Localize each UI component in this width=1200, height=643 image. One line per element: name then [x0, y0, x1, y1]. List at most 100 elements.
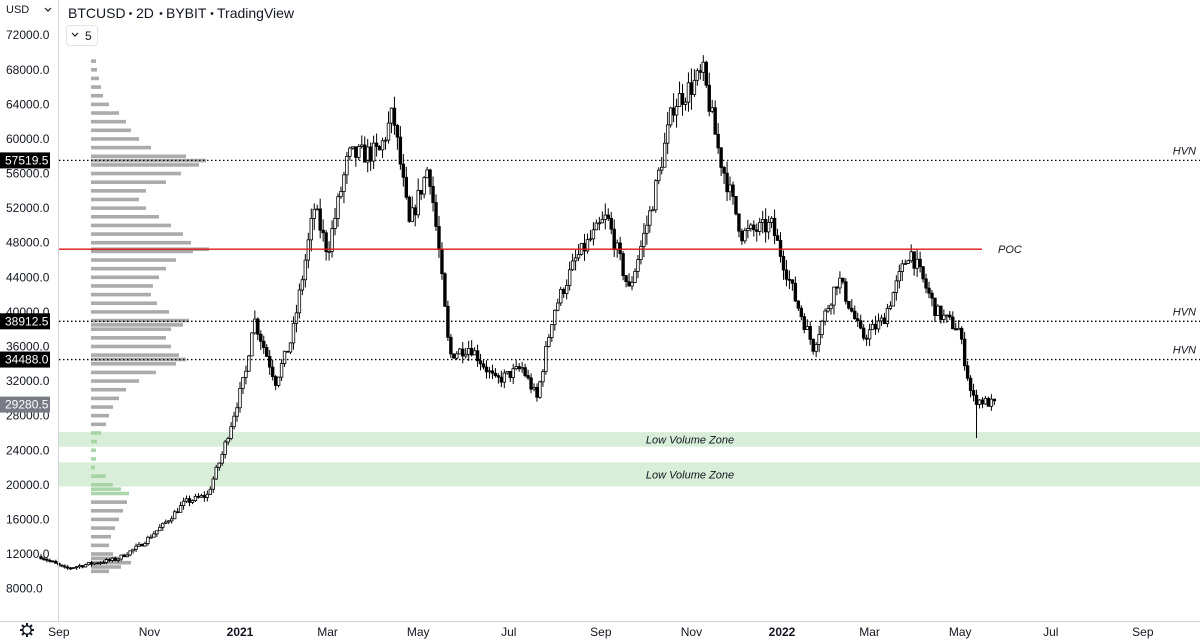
candle[interactable] — [443, 272, 447, 307]
candle[interactable] — [968, 375, 973, 398]
candle[interactable] — [74, 565, 79, 570]
candle[interactable] — [455, 351, 459, 360]
candle[interactable] — [651, 206, 655, 212]
candle[interactable] — [541, 368, 545, 387]
candle[interactable] — [731, 181, 735, 205]
candle[interactable] — [407, 195, 411, 223]
candle[interactable] — [992, 398, 997, 406]
candle[interactable] — [772, 209, 777, 245]
candle[interactable] — [45, 557, 49, 563]
candle[interactable] — [962, 331, 967, 371]
candle[interactable] — [594, 219, 599, 231]
candle[interactable] — [713, 100, 717, 135]
candle[interactable] — [190, 499, 195, 505]
candle[interactable] — [502, 369, 507, 389]
candle[interactable] — [172, 509, 177, 520]
candle[interactable] — [885, 303, 890, 328]
candle[interactable] — [734, 196, 738, 216]
candle[interactable] — [416, 178, 420, 219]
candle[interactable] — [630, 276, 634, 291]
candle[interactable] — [493, 368, 498, 378]
candle[interactable] — [312, 203, 316, 231]
candle[interactable] — [894, 275, 899, 301]
candle[interactable] — [660, 156, 664, 175]
candle[interactable] — [333, 208, 337, 236]
candle[interactable] — [238, 381, 242, 413]
currency-label[interactable]: USD — [6, 4, 29, 16]
candle[interactable] — [674, 98, 679, 128]
candle[interactable] — [205, 490, 210, 502]
candle[interactable] — [259, 330, 263, 350]
candle[interactable] — [449, 334, 453, 358]
candle[interactable] — [348, 146, 352, 161]
candle[interactable] — [321, 219, 325, 242]
candle[interactable] — [965, 361, 970, 381]
candle[interactable] — [327, 241, 331, 261]
candle[interactable] — [624, 275, 628, 288]
candle[interactable] — [844, 278, 848, 305]
candle[interactable] — [208, 486, 213, 495]
candle[interactable] — [285, 350, 290, 353]
chevron-down-icon[interactable] — [44, 7, 52, 12]
candle[interactable] — [380, 137, 385, 158]
candle[interactable] — [279, 359, 284, 381]
candle[interactable] — [657, 167, 661, 185]
candle[interactable] — [306, 232, 311, 269]
candle[interactable] — [434, 194, 438, 231]
candle[interactable] — [719, 146, 723, 176]
candle[interactable] — [39, 554, 43, 560]
candle[interactable] — [799, 305, 804, 321]
candle[interactable] — [859, 314, 863, 330]
candle[interactable] — [181, 497, 186, 510]
candle[interactable] — [309, 208, 313, 252]
candle[interactable] — [636, 254, 640, 279]
candle[interactable] — [746, 219, 750, 239]
candle[interactable] — [523, 363, 527, 378]
candle[interactable] — [250, 332, 254, 357]
candle[interactable] — [232, 411, 236, 430]
candle[interactable] — [452, 353, 456, 359]
candle[interactable] — [223, 439, 227, 459]
candle[interactable] — [345, 151, 349, 184]
candle[interactable] — [847, 300, 851, 310]
candle[interactable] — [820, 319, 824, 339]
candle[interactable] — [567, 261, 572, 291]
candle[interactable] — [903, 259, 907, 265]
candle[interactable] — [256, 317, 260, 341]
candle[interactable] — [856, 312, 860, 328]
candle[interactable] — [374, 133, 379, 157]
candle[interactable] — [511, 363, 515, 385]
candle[interactable] — [244, 365, 248, 385]
candle[interactable] — [927, 281, 931, 299]
candle[interactable] — [850, 299, 854, 313]
candle[interactable] — [128, 550, 132, 557]
candle[interactable] — [826, 304, 830, 313]
candle[interactable] — [83, 563, 88, 568]
candle[interactable] — [193, 493, 198, 503]
candle[interactable] — [392, 96, 397, 135]
candle[interactable] — [737, 213, 741, 238]
candle[interactable] — [116, 557, 120, 563]
candle[interactable] — [853, 305, 857, 320]
candle[interactable] — [695, 68, 700, 86]
candle[interactable] — [924, 273, 928, 294]
candle[interactable] — [149, 534, 153, 539]
candle[interactable] — [597, 216, 602, 231]
candle[interactable] — [704, 60, 708, 88]
candle[interactable] — [484, 360, 489, 379]
candle[interactable] — [51, 560, 55, 563]
candle[interactable] — [475, 344, 480, 367]
candle[interactable] — [959, 326, 964, 345]
candle[interactable] — [383, 136, 388, 150]
candle[interactable] — [220, 451, 224, 466]
candle[interactable] — [591, 221, 596, 246]
time-axis[interactable]: Sep Nov 2021 Mar May Jul Sep Nov 2022 Mar May Jul Se… — [48, 625, 1154, 639]
candle[interactable] — [217, 462, 221, 471]
candle[interactable] — [294, 304, 299, 333]
candle[interactable] — [808, 321, 812, 345]
candle[interactable] — [152, 530, 156, 538]
candle[interactable] — [262, 335, 266, 355]
candle[interactable] — [758, 217, 762, 236]
candle[interactable] — [60, 564, 64, 568]
